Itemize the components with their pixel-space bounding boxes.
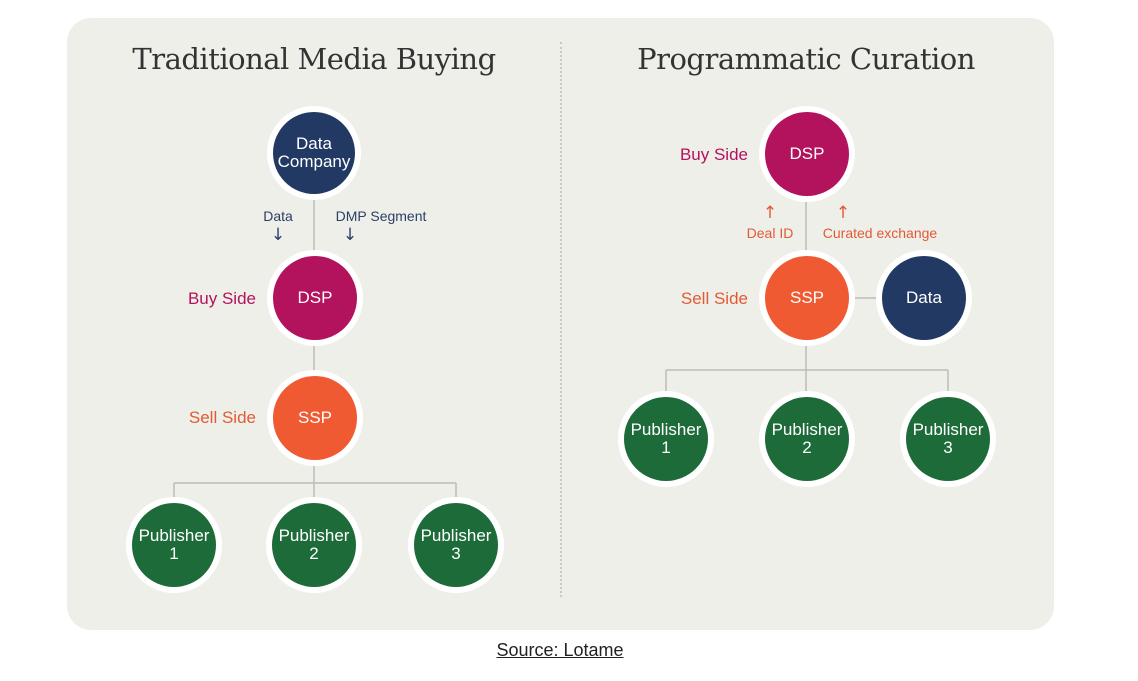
up-arrow-icon: ↑: [835, 203, 851, 223]
publisher-number: 3: [451, 544, 461, 563]
right-sell-side-label: Sell Side: [680, 289, 748, 308]
down-arrow-icon: ↓: [270, 225, 286, 245]
dmp-segment-label: DMP Segment: [335, 208, 427, 224]
data-company-node: Data Company: [273, 112, 355, 194]
left-dsp-node: DSP: [273, 256, 357, 340]
left-buy-side-label: Buy Side: [187, 289, 256, 308]
right-data-label: Data: [906, 288, 942, 307]
publisher-label: Publisher: [278, 526, 350, 545]
left-title: Traditional Media Buying: [132, 42, 496, 76]
right-buy-side-label: Buy Side: [679, 145, 748, 164]
right-dsp-node: DSP: [765, 112, 849, 196]
publisher-number: 1: [169, 544, 179, 563]
left-publisher-2-node: Publisher 2: [272, 503, 356, 587]
down-arrow-icon: ↓: [342, 225, 358, 245]
left-ssp-label: SSP: [297, 408, 333, 427]
publisher-label: Publisher: [420, 526, 492, 545]
right-dsp-label: DSP: [789, 144, 825, 163]
right-publisher-3-node: Publisher 3: [906, 397, 990, 481]
left-publisher-1-node: Publisher 1: [132, 503, 216, 587]
left-sell-side-label: Sell Side: [188, 408, 256, 427]
data-flow-label: Data: [263, 208, 293, 224]
curated-exchange-label: Curated exchange: [822, 225, 938, 241]
right-publisher-1-node: Publisher 1: [624, 397, 708, 481]
publisher-label: Publisher: [138, 526, 210, 545]
publisher-label: Publisher: [912, 420, 984, 439]
data-company-line2: Company: [277, 152, 351, 171]
publisher-number: 2: [802, 438, 812, 457]
publisher-number: 1: [661, 438, 671, 457]
right-title: Programmatic Curation: [637, 42, 975, 76]
left-ssp-node: SSP: [273, 376, 357, 460]
left-publisher-3-node: Publisher 3: [414, 503, 498, 587]
right-ssp-node: SSP: [765, 256, 849, 340]
source-link[interactable]: Source: Lotame: [496, 640, 624, 660]
publisher-number: 2: [309, 544, 319, 563]
left-dsp-label: DSP: [297, 288, 333, 307]
right-publisher-2-node: Publisher 2: [765, 397, 849, 481]
right-data-node: Data: [882, 256, 966, 340]
publisher-label: Publisher: [630, 420, 702, 439]
panel-divider: [560, 42, 562, 597]
deal-id-label: Deal ID: [746, 225, 794, 241]
publisher-number: 3: [943, 438, 953, 457]
publisher-label: Publisher: [771, 420, 843, 439]
right-ssp-label: SSP: [789, 288, 825, 307]
data-company-line1: Data: [296, 134, 332, 153]
up-arrow-icon: ↑: [762, 203, 778, 223]
